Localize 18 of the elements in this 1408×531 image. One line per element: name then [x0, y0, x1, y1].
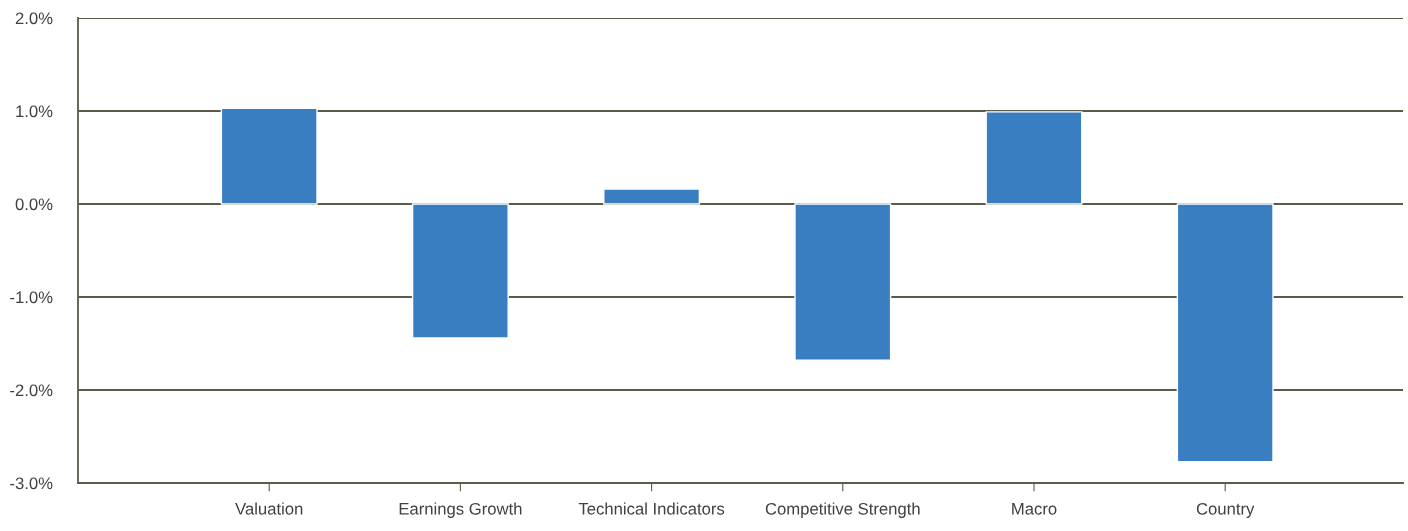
x-tick-label: Earnings Growth — [399, 502, 522, 518]
x-tick-label: Technical Indicators — [578, 502, 725, 515]
x-tick-label: Macro — [1012, 503, 1057, 515]
y-tick-label: 0.0% — [15, 198, 53, 211]
y-tick-label: -2.0% — [10, 384, 53, 397]
y-tick-label: -3.0% — [10, 477, 53, 490]
bar — [220, 107, 318, 205]
x-tick-label: Valuation — [235, 502, 303, 515]
x-tick-label: Country — [1196, 502, 1255, 518]
bar — [411, 203, 509, 339]
bar — [794, 203, 892, 361]
x-tick-label: Competitive Strength — [765, 502, 920, 518]
bar — [985, 111, 1083, 205]
y-tick-label: 2.0% — [15, 12, 53, 25]
bar — [603, 188, 701, 205]
y-tick-label: 1.0% — [16, 105, 53, 118]
y-tick-label: -1.0% — [10, 291, 53, 304]
bar — [1176, 203, 1274, 463]
